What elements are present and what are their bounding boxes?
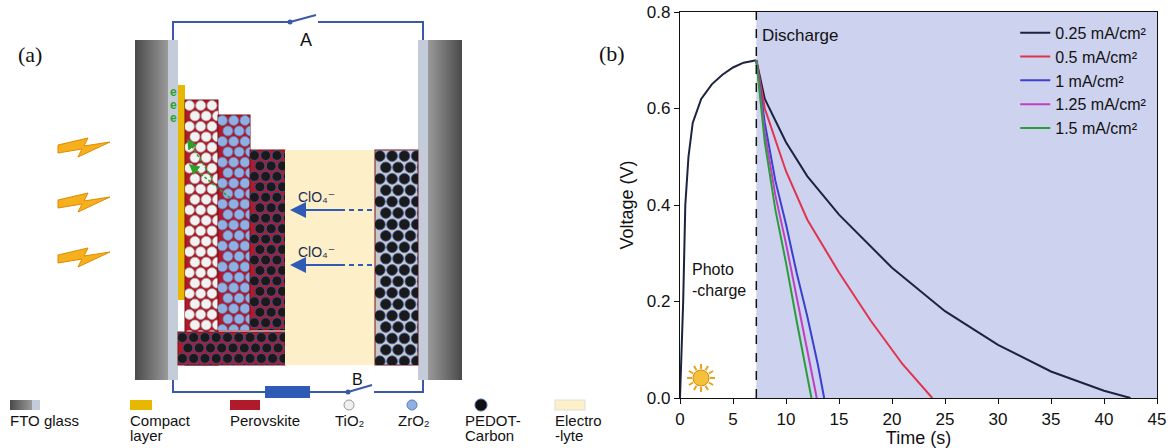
svg-text:10: 10 <box>777 410 796 429</box>
svg-text:FTO glass: FTO glass <box>10 412 79 429</box>
svg-text:layer: layer <box>130 427 163 444</box>
svg-text:0: 0 <box>675 410 684 429</box>
svg-text:35: 35 <box>1042 410 1061 429</box>
svg-text:15: 15 <box>830 410 849 429</box>
svg-text:0.8: 0.8 <box>647 3 671 22</box>
svg-text:20: 20 <box>883 410 902 429</box>
svg-text:ClO₄⁻: ClO₄⁻ <box>298 189 335 205</box>
svg-text:0.0: 0.0 <box>647 389 671 408</box>
svg-text:0.4: 0.4 <box>647 196 671 215</box>
svg-text:e: e <box>170 98 177 112</box>
svg-text:Time (s): Time (s) <box>886 428 951 448</box>
svg-text:Photo-charge: Photo-charge <box>692 261 746 299</box>
svg-text:1.5 mA/cm²: 1.5 mA/cm² <box>1055 120 1137 137</box>
svg-text:Compact: Compact <box>130 412 190 429</box>
svg-text:0.6: 0.6 <box>647 99 671 118</box>
svg-text:e: e <box>170 111 177 125</box>
svg-text:(b): (b) <box>599 41 625 66</box>
svg-text:A: A <box>300 30 312 50</box>
svg-text:45: 45 <box>1148 410 1167 429</box>
svg-text:Carbon: Carbon <box>465 427 514 444</box>
svg-text:Discharge: Discharge <box>762 26 839 45</box>
svg-text:0.5 mA/cm²: 0.5 mA/cm² <box>1055 49 1137 66</box>
svg-text:ZrO₂: ZrO₂ <box>398 412 430 429</box>
svg-text:e: e <box>170 85 177 99</box>
svg-text:Voltage (V): Voltage (V) <box>617 160 637 249</box>
svg-text:1.25 mA/cm²: 1.25 mA/cm² <box>1055 96 1146 113</box>
svg-text:PEDOT-: PEDOT- <box>465 412 521 429</box>
svg-text:TiO₂: TiO₂ <box>335 412 365 429</box>
svg-text:40: 40 <box>1095 410 1114 429</box>
svg-text:ClO₄⁻: ClO₄⁻ <box>298 244 335 260</box>
svg-text:5: 5 <box>728 410 737 429</box>
svg-text:Electro: Electro <box>555 412 602 429</box>
svg-text:0.25 mA/cm²: 0.25 mA/cm² <box>1055 25 1146 42</box>
svg-text:-lyte: -lyte <box>555 427 583 444</box>
svg-text:25: 25 <box>936 410 955 429</box>
svg-text:(a): (a) <box>18 42 42 67</box>
svg-text:B: B <box>352 371 363 388</box>
svg-text:30: 30 <box>989 410 1008 429</box>
svg-text:Perovskite: Perovskite <box>230 412 300 429</box>
svg-text:0.2: 0.2 <box>647 292 671 311</box>
svg-text:1 mA/cm²: 1 mA/cm² <box>1055 73 1124 90</box>
